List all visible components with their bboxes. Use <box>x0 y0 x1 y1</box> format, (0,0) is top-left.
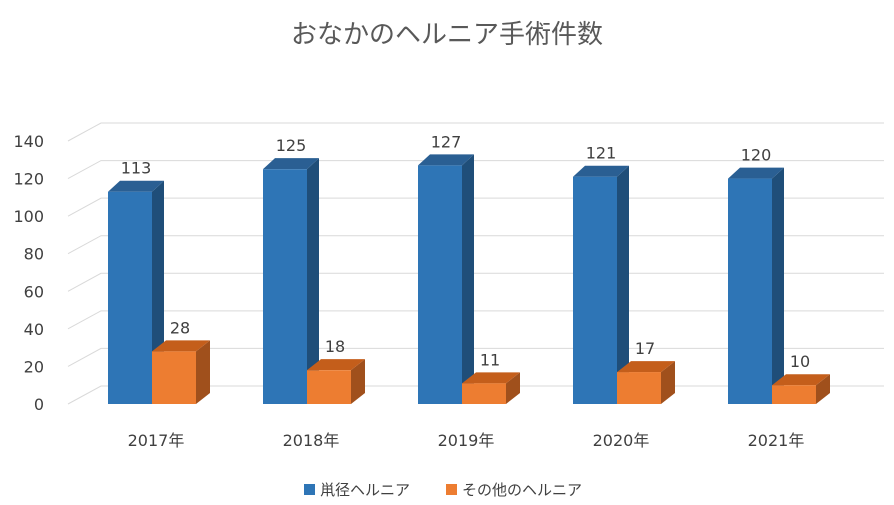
chart-title: おなかのヘルニア手術件数 <box>291 20 603 50</box>
data-label-2-0: 127 <box>431 132 462 151</box>
y-tick-label-0: 0 <box>34 395 44 414</box>
data-labels: 113 28 125 18 127 11 121 17 120 10 <box>121 132 810 371</box>
bar-side-3-1 <box>661 361 675 404</box>
bar-side-0-1 <box>196 340 210 404</box>
gridline-140 <box>67 122 884 142</box>
bars <box>108 154 830 404</box>
y-axis-ticks: 0 20 40 60 80 100 120 140 <box>13 132 44 414</box>
bar-side-2-0 <box>462 154 474 404</box>
legend: 鼡径ヘルニア その他のヘルニア <box>304 481 582 499</box>
bar-3-1 <box>617 372 661 404</box>
data-label-3-0: 121 <box>586 144 617 163</box>
bar-top-1-1 <box>307 359 365 371</box>
bar-0-1 <box>152 351 196 404</box>
x-tick-label-0: 2017年 <box>128 431 185 450</box>
bar-top-1-0 <box>263 158 319 170</box>
x-tick-label-1: 2018年 <box>283 431 340 450</box>
y-tick-label-120: 120 <box>13 170 44 189</box>
bar-2-1 <box>462 383 506 404</box>
bar-side-1-1 <box>351 359 365 404</box>
x-axis-labels: 2017年 2018年 2019年 2020年 2021年 <box>128 431 805 450</box>
data-label-1-1: 18 <box>325 337 345 356</box>
bar-4-0 <box>728 178 772 404</box>
legend-label-inguinal: 鼡径ヘルニア <box>320 481 410 499</box>
bar-top-0-0 <box>108 180 164 192</box>
bar-2-0 <box>418 165 462 404</box>
data-label-0-1: 28 <box>170 318 190 337</box>
gridline-120 <box>67 160 884 180</box>
data-label-1-0: 125 <box>276 136 307 155</box>
y-tick-label-40: 40 <box>24 320 44 339</box>
bar-4-1 <box>772 385 816 404</box>
data-label-0-0: 113 <box>121 159 152 178</box>
bar-side-4-1 <box>816 374 830 404</box>
bar-side-4-0 <box>772 167 784 404</box>
legend-label-other: その他のヘルニア <box>462 481 582 499</box>
bar-top-0-1 <box>152 340 210 352</box>
bar-0-0 <box>108 191 152 404</box>
bar-side-2-1 <box>506 372 520 404</box>
bar-top-4-1 <box>772 374 830 386</box>
legend-swatch-inguinal <box>304 484 315 495</box>
y-tick-label-20: 20 <box>24 357 44 376</box>
data-label-4-1: 10 <box>790 352 810 371</box>
bar-side-3-0 <box>617 165 629 404</box>
bar-top-3-1 <box>617 361 675 373</box>
bar-top-2-0 <box>418 154 474 166</box>
y-tick-label-80: 80 <box>24 245 44 264</box>
bar-1-0 <box>263 169 307 404</box>
gridlines <box>67 122 884 405</box>
bar-1-1 <box>307 370 351 404</box>
data-label-3-1: 17 <box>635 339 655 358</box>
bar-top-4-0 <box>728 167 784 179</box>
data-label-2-1: 11 <box>480 350 500 369</box>
y-tick-label-140: 140 <box>13 132 44 151</box>
data-label-4-0: 120 <box>741 146 772 165</box>
y-tick-label-100: 100 <box>13 207 44 226</box>
x-tick-label-4: 2021年 <box>748 431 805 450</box>
bar-side-1-0 <box>307 158 319 404</box>
bar-top-3-0 <box>573 165 629 177</box>
bar-top-2-1 <box>462 372 520 384</box>
y-tick-label-60: 60 <box>24 282 44 301</box>
bar-3-0 <box>573 176 617 404</box>
x-tick-label-3: 2020年 <box>593 431 650 450</box>
x-tick-label-2: 2019年 <box>438 431 495 450</box>
legend-swatch-other <box>446 484 457 495</box>
